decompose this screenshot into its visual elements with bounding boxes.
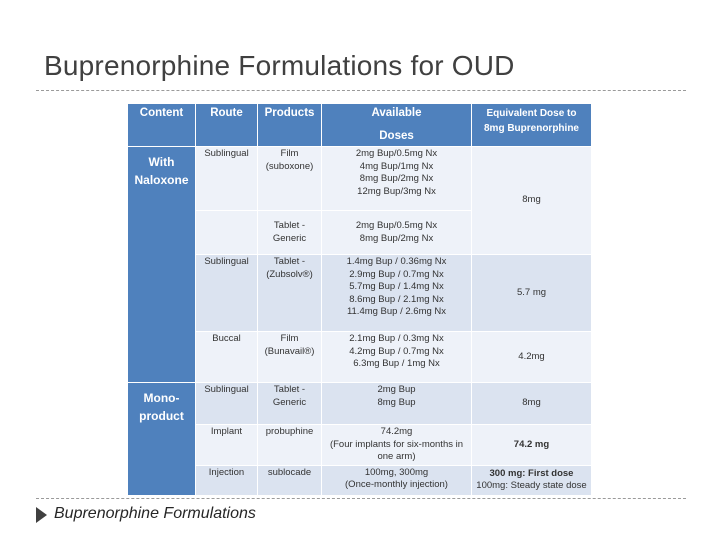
table-row: Sublingual Tablet - (Zubsolv®) 1.4mg Bup… xyxy=(128,254,592,332)
dose-line: 2.9mg Bup / 0.7mg Nx xyxy=(349,268,444,280)
product-cell: probuphine xyxy=(257,424,322,466)
dose-line: 1.4mg Bup / 0.36mg Nx xyxy=(346,256,447,267)
equivalent-cell: 8mg xyxy=(471,382,592,425)
page-title: Buprenorphine Formulations for OUD xyxy=(44,50,515,81)
route-cell: Sublingual xyxy=(195,254,258,332)
dose-line: 2mg Bup xyxy=(377,384,416,395)
table-row: Buccal Film (Bunavail®) 2.1mg Bup / 0.3m… xyxy=(128,331,592,383)
dose-line: 8.6mg Bup / 2.1mg Nx xyxy=(349,293,444,305)
route-cell-empty xyxy=(195,210,258,255)
doses-cell: 2.1mg Bup / 0.3mg Nx 4.2mg Bup / 0.7mg N… xyxy=(321,331,472,383)
product-cell: Tablet - Generic xyxy=(257,382,322,425)
table-row: Tablet - Generic 2mg Bup/0.5mg Nx 8mg Bu… xyxy=(128,210,592,255)
product-cell: Film (Bunavail®) xyxy=(257,331,322,383)
dose-line: 12mg Bup/3mg Nx xyxy=(357,185,436,197)
doses-cell: 2mg Bup/0.5mg Nx 8mg Bup/2mg Nx xyxy=(321,210,472,255)
doses-cell: 100mg, 300mg (Once-monthly injection) xyxy=(321,464,472,496)
dose-line: 11.4mg Bup / 2.6mg Nx xyxy=(346,306,447,317)
doses-cell: 74.2mg (Four implants for six-months in … xyxy=(321,424,472,466)
header-route: Route xyxy=(195,103,258,147)
equivalent-cell: 74.2 mg xyxy=(471,424,592,466)
header-doses: Doses xyxy=(379,130,414,142)
table-row: With Naloxone Sublingual Film (suboxone)… xyxy=(127,146,592,383)
category-with-naloxone: With Naloxone xyxy=(127,146,196,383)
dose-line: 4mg Bup/1mg Nx xyxy=(359,160,434,172)
dose-line: 4.2mg Bup / 0.7mg Nx xyxy=(349,345,444,357)
equivalent-cell: 5.7 mg xyxy=(471,254,592,332)
product-cell: Tablet - (Zubsolv®) xyxy=(257,254,322,332)
dose-line: 8mg Bup/2mg Nx xyxy=(359,173,434,184)
header-equivalent-line-2: 8mg Buprenorphine xyxy=(483,123,579,134)
table-row: Injection sublocade 100mg, 300mg (Once-m… xyxy=(128,464,592,496)
dose-line: (Four implants for six-months in one arm… xyxy=(329,438,464,463)
dose-line: 5.7mg Bup / 1.4mg Nx xyxy=(349,281,444,292)
dose-line: 2mg Bup/0.5mg Nx xyxy=(355,220,438,231)
header-equivalent-line-1: Equivalent Dose to xyxy=(486,108,577,119)
product-cell: Film (suboxone) xyxy=(257,146,322,211)
triangle-bullet-icon xyxy=(36,507,47,523)
table-header-row: Content Route Products Available Doses E… xyxy=(127,103,592,147)
doses-cell: 2mg Bup/0.5mg Nx 4mg Bup/1mg Nx 8mg Bup/… xyxy=(321,146,472,211)
slide-caption: Buprenorphine Formulations xyxy=(54,505,256,522)
dose-line: 8mg Bup/2mg Nx xyxy=(359,232,434,244)
product-cell: Tablet - Generic xyxy=(257,210,322,255)
dose-line: 2mg Bup/0.5mg Nx xyxy=(355,148,438,159)
dose-line: 2.1mg Bup / 0.3mg Nx xyxy=(349,333,444,344)
table-row: Implant probuphine 74.2mg (Four implants… xyxy=(128,424,592,466)
header-available-doses: Available Doses xyxy=(321,103,472,147)
route-cell: Sublingual xyxy=(195,382,258,425)
dose-line: 100mg, 300mg xyxy=(364,466,429,478)
header-equivalent-dose: Equivalent Dose to 8mg Buprenorphine xyxy=(471,103,592,147)
formulations-table-container: Content Route Products Available Doses E… xyxy=(127,103,592,496)
equivalent-line: 300 mg: First dose xyxy=(489,467,574,479)
formulations-table: Content Route Products Available Doses E… xyxy=(127,103,592,496)
table-row: Mono-product Sublingual Tablet - Generic… xyxy=(127,382,592,496)
header-available: Available xyxy=(371,107,422,119)
header-products: Products xyxy=(257,103,322,147)
route-cell: Buccal xyxy=(195,331,258,383)
dose-line: 6.3mg Bup / 1mg Nx xyxy=(353,358,440,369)
equivalent-cell: 300 mg: First dose 100mg: Steady state d… xyxy=(471,464,592,496)
dose-line: (Once-monthly injection) xyxy=(345,479,448,490)
equivalent-cell: 8mg xyxy=(471,146,592,255)
equivalent-cell: 4.2mg xyxy=(471,331,592,383)
route-cell: Implant xyxy=(195,424,258,466)
header-content: Content xyxy=(127,103,196,147)
dose-line: 74.2mg xyxy=(380,426,413,437)
product-cell: sublocade xyxy=(257,464,322,496)
route-cell: Injection xyxy=(195,464,258,496)
equivalent-line: 100mg: Steady state dose xyxy=(476,480,587,491)
dose-line: 8mg Bup xyxy=(377,396,416,408)
footer-divider xyxy=(36,498,686,499)
category-mono-product: Mono-product xyxy=(127,382,196,496)
title-divider xyxy=(36,90,686,91)
doses-cell: 2mg Bup 8mg Bup xyxy=(321,382,472,425)
route-cell: Sublingual xyxy=(195,146,258,211)
doses-cell: 1.4mg Bup / 0.36mg Nx 2.9mg Bup / 0.7mg … xyxy=(321,254,472,332)
